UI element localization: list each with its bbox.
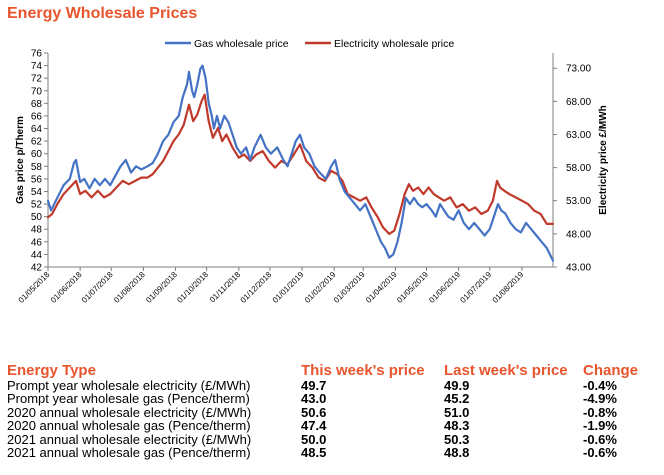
y-left-tick-label: 54: [31, 187, 43, 198]
energy-type-cell: 2020 annual wholesale electricity (£/MWh…: [7, 404, 252, 420]
table-row: 2021 annual wholesale electricity (£/MWh…: [7, 431, 653, 447]
this-week-cell: 49.7: [301, 378, 327, 393]
y-left-tick-label: 56: [31, 174, 43, 185]
price-table: Energy Type This week's price Last week'…: [7, 363, 653, 461]
x-tick-label: 01/09/2018: [144, 270, 179, 305]
x-tick-label: 01/03/2019: [332, 270, 367, 305]
y-right-tick-label: 73.00: [566, 64, 591, 75]
header-last-week: Last week's price: [444, 362, 568, 379]
this-week-cell: 50.0: [301, 431, 327, 447]
header-this-week: This week's price: [301, 362, 425, 379]
table-row: 2021 annual wholesale gas (Pence/therm) …: [7, 445, 653, 461]
table-row: 2020 annual wholesale electricity (£/MWh…: [7, 404, 653, 420]
y-left-tick-label: 62: [31, 137, 43, 148]
this-week-cell: 48.5: [301, 445, 327, 461]
y-left-tick-label: 52: [31, 200, 43, 211]
table-row: 2020 annual wholesale gas (Pence/therm) …: [7, 418, 653, 434]
energy-type-cell: 2021 annual wholesale gas (Pence/therm): [7, 445, 251, 461]
y-right-tick-label: 63.00: [566, 130, 591, 141]
y-right-tick-label: 53.00: [566, 196, 591, 207]
this-week-cell: 50.6: [301, 404, 327, 420]
last-week-cell: 45.2: [444, 391, 470, 407]
x-tick-label: 01/12/2018: [239, 270, 274, 305]
y-left-tick-label: 76: [31, 49, 43, 60]
electricity-price-series-line: [46, 93, 555, 235]
y-right-tick-label: 48.00: [566, 229, 591, 240]
last-week-cell: 51.0: [444, 404, 470, 420]
x-tick-label: 01/04/2019: [364, 270, 399, 305]
change-cell: -0.6%: [583, 431, 617, 447]
y-left-tick-label: 46: [31, 237, 43, 248]
y-right-tick-label: 58.00: [566, 163, 591, 174]
y-left-tick-label: 68: [31, 99, 43, 110]
legend-gas-label: Gas wholesale price: [194, 38, 289, 50]
header-energy-type: Energy Type: [7, 362, 96, 379]
x-tick-label: 01/05/2018: [17, 270, 52, 305]
y-left-tick-label: 48: [31, 225, 43, 236]
change-cell: -0.6%: [583, 445, 617, 461]
x-tick-label: 01/01/2019: [271, 270, 306, 305]
y-right-tick-label: 43.00: [566, 263, 591, 274]
energy-type-cell: 2021 annual wholesale electricity (£/MWh…: [7, 431, 252, 447]
change-cell: -4.9%: [583, 391, 617, 407]
x-tick-label: 01/08/2019: [491, 270, 526, 305]
y-left-tick-label: 66: [31, 111, 43, 122]
y-left-tick-label: 60: [31, 149, 43, 160]
x-tick-label: 01/07/2018: [80, 270, 115, 305]
x-tick-label: 01/07/2019: [458, 270, 493, 305]
page-title: Energy Wholesale Prices: [7, 5, 198, 22]
last-week-cell: 49.9: [444, 378, 470, 393]
energy-type-cell: Prompt year wholesale gas (Pence/therm): [7, 391, 250, 407]
y-left-tick-label: 42: [31, 263, 43, 274]
y-left-tick-label: 50: [31, 212, 43, 223]
x-tick-label: 01/05/2019: [395, 270, 430, 305]
last-week-cell: 48.3: [444, 418, 470, 434]
x-tick-label: 01/06/2019: [427, 270, 462, 305]
this-week-cell: 47.4: [301, 418, 327, 434]
legend-electricity-label: Electricity wholesale price: [334, 38, 454, 50]
x-tick-label: 01/08/2018: [112, 270, 147, 305]
y-right-axis-title: Electricity price £/MWh: [598, 105, 609, 214]
y-left-tick-label: 58: [31, 162, 43, 173]
x-tick-label: 01/06/2018: [49, 270, 84, 305]
price-chart: 42444648505254565860626466687072747643.0…: [15, 38, 609, 305]
y-left-tick-label: 74: [31, 61, 43, 72]
table-row: Prompt year wholesale electricity (£/MWh…: [7, 378, 653, 393]
header-change: Change: [583, 362, 639, 379]
x-tick-label: 01/11/2018: [208, 270, 243, 305]
last-week-cell: 48.8: [444, 445, 470, 461]
y-right-tick-label: 68.00: [566, 97, 591, 108]
y-left-tick-label: 70: [31, 86, 43, 97]
last-week-cell: 50.3: [444, 431, 470, 447]
change-cell: -0.8%: [583, 404, 617, 420]
gas-price-series-line: [46, 64, 555, 262]
this-week-cell: 43.0: [301, 391, 327, 407]
energy-type-cell: 2020 annual wholesale gas (Pence/therm): [7, 418, 251, 434]
x-tick-label: 01/10/2018: [175, 270, 210, 305]
y-left-tick-label: 44: [31, 250, 43, 261]
energy-type-cell: Prompt year wholesale electricity (£/MWh…: [7, 378, 251, 393]
change-cell: -1.9%: [583, 418, 617, 434]
y-left-tick-label: 64: [31, 124, 43, 135]
change-cell: -0.4%: [583, 378, 617, 393]
table-row: Prompt year wholesale gas (Pence/therm) …: [7, 391, 653, 407]
y-left-axis-title: Gas price p/Therm: [15, 116, 26, 204]
y-left-tick-label: 72: [31, 74, 43, 85]
table-header-row: Energy Type This week's price Last week'…: [7, 363, 653, 379]
